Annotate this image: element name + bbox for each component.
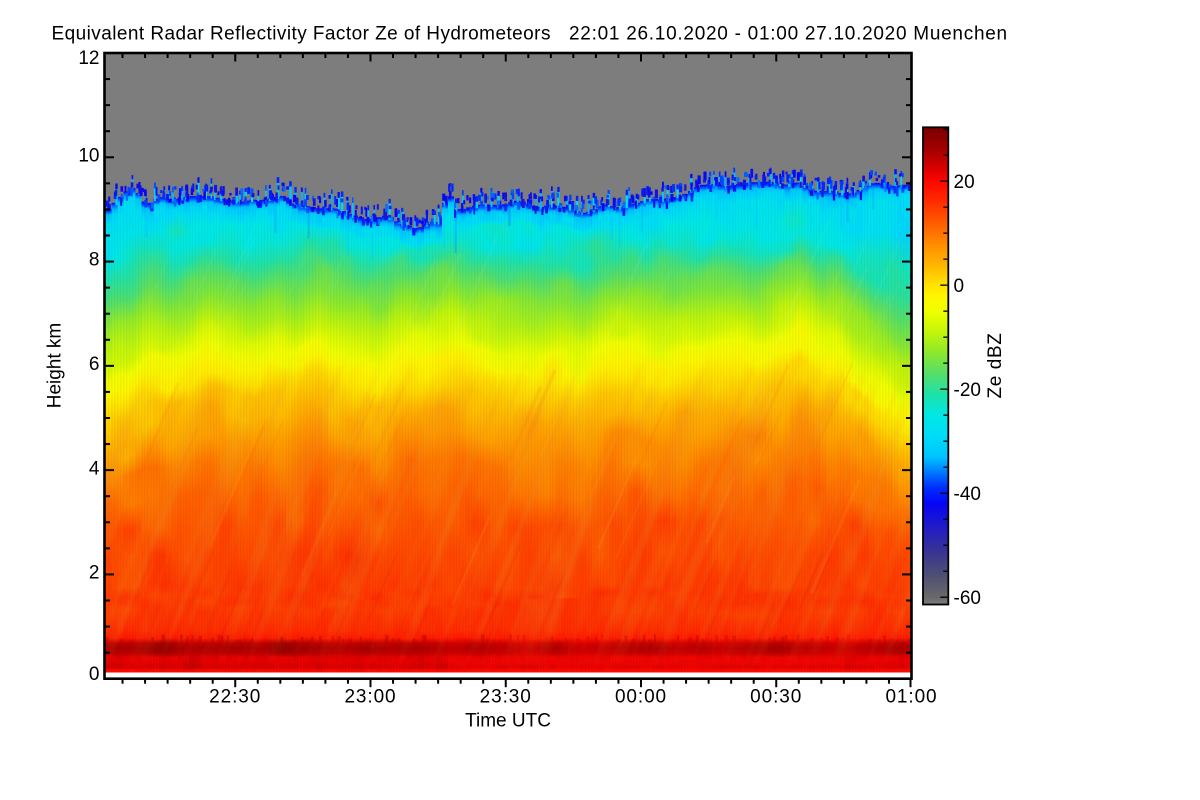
svg-text:20: 20 xyxy=(954,172,975,193)
svg-text:23:00: 23:00 xyxy=(344,687,396,708)
svg-text:-60: -60 xyxy=(954,588,981,609)
svg-text:22:01 26.10.2020 - 01:00 27.10: 22:01 26.10.2020 - 01:00 27.10.2020 Muen… xyxy=(569,24,1008,45)
svg-text:4: 4 xyxy=(89,459,100,480)
svg-text:Height km: Height km xyxy=(44,323,65,409)
svg-text:6: 6 xyxy=(89,354,100,375)
svg-text:Time UTC: Time UTC xyxy=(465,711,551,732)
svg-text:00:30: 00:30 xyxy=(750,687,802,708)
svg-text:-20: -20 xyxy=(954,380,981,401)
svg-text:00:00: 00:00 xyxy=(615,687,667,708)
svg-text:10: 10 xyxy=(78,146,99,167)
svg-text:01:00: 01:00 xyxy=(885,687,937,708)
svg-text:0: 0 xyxy=(89,664,100,685)
svg-text:22:30: 22:30 xyxy=(209,687,261,708)
svg-text:Equivalent Radar Reflectivity: Equivalent Radar Reflectivity Factor Ze … xyxy=(52,24,551,45)
svg-text:-40: -40 xyxy=(954,484,981,505)
svg-text:23:30: 23:30 xyxy=(480,687,532,708)
svg-text:2: 2 xyxy=(89,563,100,584)
svg-text:12: 12 xyxy=(78,48,99,69)
svg-text:8: 8 xyxy=(89,250,100,271)
svg-text:Ze dBZ: Ze dBZ xyxy=(985,333,1006,399)
svg-text:0: 0 xyxy=(954,276,965,297)
